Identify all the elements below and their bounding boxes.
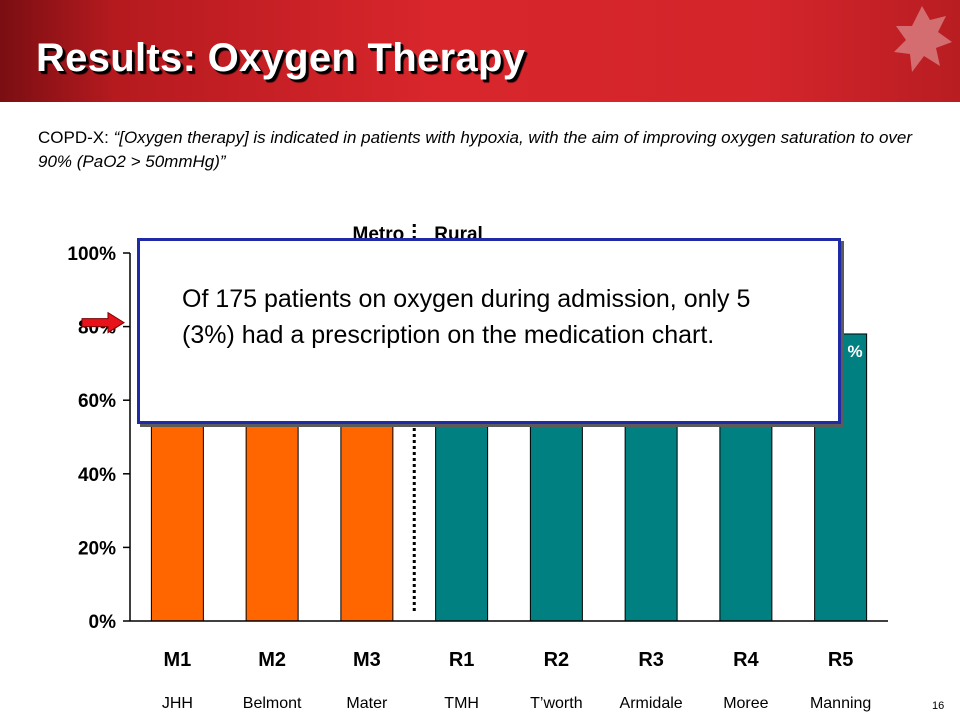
page-number: 16	[932, 700, 945, 712]
site-label: Armidale	[620, 695, 683, 712]
x-tick-label: R1	[449, 649, 475, 671]
slide-title: Results: Oxygen Therapy	[36, 36, 526, 80]
y-tick-label: 100%	[67, 244, 116, 265]
quote-text: “[Oxygen therapy] is indicated in patien…	[38, 128, 913, 171]
site-label: Mater	[346, 695, 388, 712]
y-tick-label: 40%	[78, 465, 116, 486]
header-band	[0, 0, 960, 102]
y-tick-label: 0%	[89, 612, 117, 633]
value-label: %	[848, 342, 863, 361]
callout-text: Of 175 patients on oxygen during admissi…	[182, 285, 751, 349]
arrow-marker-icon	[81, 311, 125, 334]
copdx-quote: COPD-X: “[Oxygen therapy] is indicated i…	[38, 126, 918, 174]
y-tick-label: 20%	[78, 538, 116, 559]
x-tick-label: R3	[638, 649, 664, 671]
site-label: TMH	[444, 695, 479, 712]
quote-source: COPD-X:	[38, 128, 114, 147]
site-label: Manning	[810, 695, 871, 712]
y-tick-label: 60%	[78, 391, 116, 412]
site-label: JHH	[162, 695, 193, 712]
x-tick-label: R5	[828, 649, 854, 671]
site-label: Moree	[723, 695, 768, 712]
x-tick-label: R4	[733, 649, 759, 671]
x-tick-label: M2	[258, 649, 286, 671]
site-label: Belmont	[243, 695, 302, 712]
x-tick-label: M3	[353, 649, 381, 671]
callout-box: Of 175 patients on oxygen during admissi…	[137, 238, 841, 424]
x-tick-label: R2	[544, 649, 570, 671]
coat-of-arms-icon	[894, 6, 952, 72]
x-tick-label: M1	[163, 649, 191, 671]
site-label: T’worth	[530, 695, 582, 712]
